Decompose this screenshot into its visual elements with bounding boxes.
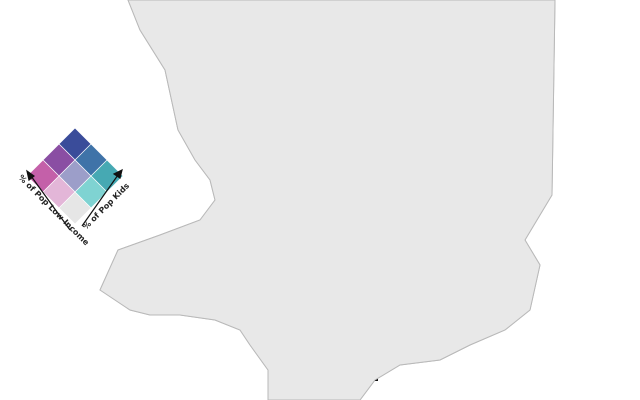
low-income-axis-line — [30, 175, 71, 231]
legend-grid — [26, 127, 124, 225]
county-border — [99, 0, 556, 400]
kids-axis-line — [81, 174, 119, 227]
legend-axes — [26, 168, 123, 231]
kids-axis-arrow — [112, 168, 123, 179]
low-income-axis-arrow — [26, 169, 35, 182]
bivariate-legend: % of Pop Low Income % of Pop Kids — [17, 127, 131, 248]
legend-cell — [58, 191, 92, 225]
